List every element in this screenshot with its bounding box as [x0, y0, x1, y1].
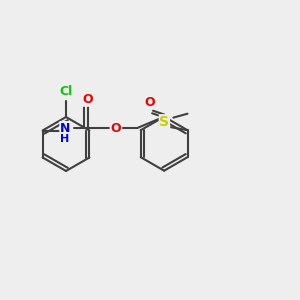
Text: H: H [61, 134, 70, 144]
Text: O: O [145, 96, 155, 109]
Text: O: O [110, 122, 121, 135]
Text: O: O [82, 93, 93, 106]
Text: Cl: Cl [59, 85, 73, 98]
Text: N: N [60, 122, 70, 135]
Text: S: S [159, 115, 170, 129]
